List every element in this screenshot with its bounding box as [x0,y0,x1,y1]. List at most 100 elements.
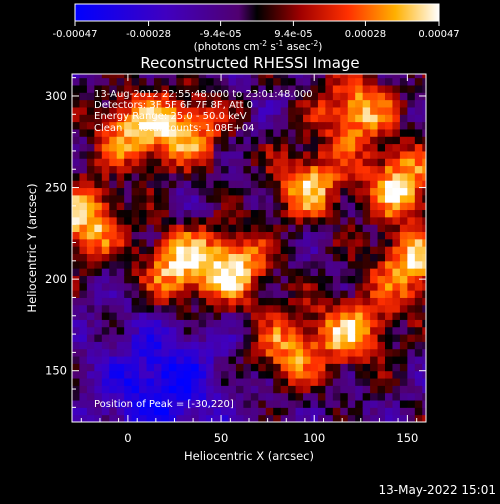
heatmap-cell [310,77,319,86]
heatmap-cell [250,150,259,159]
heatmap-cell [168,341,177,350]
heatmap-cell [191,385,200,394]
heatmap-cell [116,128,125,137]
heatmap-cell [206,136,215,145]
heatmap-cell [183,84,192,93]
heatmap-cell [295,385,304,394]
heatmap-cell [407,99,416,108]
heatmap-cell [116,165,125,174]
heatmap-cell [392,414,401,422]
heatmap-cell [146,407,155,416]
heatmap-cell [317,128,326,137]
heatmap-cell [79,356,88,364]
heatmap-cell [407,312,416,320]
heatmap-cell [355,363,364,372]
heatmap-cell [347,224,356,233]
heatmap-cell [198,260,207,269]
heatmap-cell [79,253,88,262]
heatmap-cell [295,260,304,269]
heatmap-cell [146,84,155,93]
heatmap-cell [86,348,95,357]
heatmap-cell [153,326,162,335]
heatmap-cell [377,334,386,342]
heatmap-cell [109,392,118,401]
heatmap-cell [183,114,192,123]
heatmap-cell [168,282,177,291]
heatmap-cell [161,224,170,233]
heatmap-cell [347,158,356,167]
heatmap-cell [206,356,215,364]
heatmap-cell [317,260,326,269]
heatmap-cell [392,158,401,167]
heatmap-cell [332,363,341,372]
heatmap-cell [198,77,207,86]
heatmap-cell [72,414,80,422]
heatmap-cell [213,378,222,386]
heatmap-cell [332,92,341,101]
heatmap-cell [228,312,237,320]
heatmap-cell [213,114,222,123]
heatmap-cell [310,150,319,159]
heatmap-cell [332,128,341,137]
heatmap-cell [399,150,408,159]
heatmap-cell [355,143,364,152]
heatmap-cell [295,202,304,211]
heatmap-cell [362,136,371,145]
heatmap-cell [273,370,282,379]
heatmap-cell [168,260,177,269]
heatmap-cell [206,268,215,276]
heatmap-cell [370,260,379,269]
heatmap-cell [310,114,319,123]
heatmap-cell [325,187,334,196]
heatmap-cell [101,319,110,328]
heatmap-cell [399,297,408,306]
heatmap-cell [183,158,192,167]
heatmap-cell [280,136,289,145]
heatmap-cell [168,99,177,108]
heatmap-cell [332,158,341,167]
heatmap-cell [161,216,170,225]
heatmap-cell [94,304,103,313]
heatmap-cell [310,158,319,167]
heatmap-cell [414,114,423,123]
heatmap-cell [280,246,289,254]
heatmap-cell [146,385,155,394]
heatmap-cell [325,209,334,218]
heatmap-cell [273,172,282,181]
heatmap-cell [347,275,356,284]
heatmap-cell [280,260,289,269]
heatmap-cell [414,231,423,240]
heatmap-cell [161,143,170,152]
heatmap-cell [139,224,148,233]
heatmap-cell [72,121,80,130]
heatmap-cell [422,260,426,269]
heatmap-cell [198,407,207,416]
heatmap-cell [317,268,326,276]
heatmap-cell [198,312,207,320]
heatmap-cell [407,224,416,233]
heatmap-cell [206,172,215,181]
heatmap-cell [355,187,364,196]
heatmap-cell [183,268,192,276]
heatmap-cell [153,238,162,247]
heatmap-cell [422,363,426,372]
heatmap-cell [399,172,408,181]
heatmap-cell [310,370,319,379]
heatmap-cell [340,224,349,233]
heatmap-cell [116,231,125,240]
heatmap-cell [317,158,326,167]
heatmap-cell [250,216,259,225]
heatmap-cell [198,253,207,262]
heatmap-cell [317,400,326,408]
heatmap-cell [101,268,110,276]
heatmap-cell [86,99,95,108]
heatmap-cell [422,238,426,247]
heatmap-cell [213,290,222,298]
heatmap-cell [265,407,274,416]
heatmap-cell [72,143,80,152]
heatmap-cell [422,216,426,225]
heatmap-cell [139,77,148,86]
heatmap-cell [153,84,162,93]
heatmap-cell [191,304,200,313]
heatmap-cell [250,246,259,254]
